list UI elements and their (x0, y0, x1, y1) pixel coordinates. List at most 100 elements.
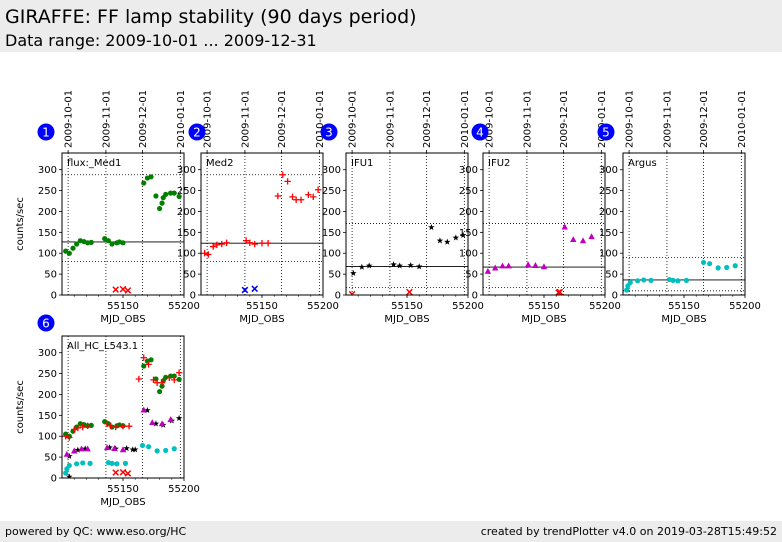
data-point (171, 373, 177, 379)
data-point (131, 446, 139, 453)
data-point (641, 277, 647, 283)
plot-frame (345, 152, 469, 296)
data-point (88, 422, 94, 428)
data-point (167, 190, 174, 196)
data-point (79, 423, 86, 431)
data-point (119, 285, 127, 293)
panel-number-badge: 4 (471, 123, 489, 141)
data-point (223, 239, 230, 246)
data-point (246, 239, 253, 246)
data-point (163, 374, 169, 380)
data-point (732, 263, 738, 269)
y-tick-label: 200 (177, 207, 196, 218)
data-point (119, 423, 127, 430)
data-point (171, 376, 178, 384)
data-point (540, 263, 548, 270)
y-tick-label: 150 (459, 228, 478, 239)
data-point (624, 287, 630, 293)
y-tick-label: 300 (177, 165, 196, 176)
y-tick-label: 150 (322, 228, 341, 239)
panel-number-badge: 3 (320, 123, 338, 141)
date-tick-label: 2009-10-01 (625, 90, 636, 148)
data-point (358, 263, 366, 270)
date-tick-label: 2009-11-01 (240, 90, 251, 148)
data-point (396, 262, 403, 269)
plot-frame (482, 152, 606, 296)
data-point (415, 263, 423, 270)
x-tick-label: 55150 (528, 301, 560, 312)
data-point (627, 279, 633, 286)
x-axis-label: MJD_OBS (384, 314, 429, 325)
y-tick-label: 100 (599, 249, 618, 260)
y-tick-label: 200 (38, 390, 57, 401)
x-tick-label: 55200 (168, 484, 200, 495)
data-point (176, 193, 182, 200)
data-point (114, 461, 120, 467)
data-point (74, 461, 80, 467)
y-tick-label: 150 (38, 228, 57, 239)
data-point (264, 240, 272, 247)
data-point (159, 383, 165, 389)
panel-number: 3 (325, 125, 333, 139)
data-point (158, 379, 166, 386)
date-tick-label: 2010-01-01 (315, 90, 326, 148)
y-tick-label: 0 (190, 291, 196, 302)
date-tick-label: 2009-11-01 (101, 90, 112, 148)
x-tick-label: 55150 (391, 301, 423, 312)
y-tick-label: 300 (599, 165, 618, 176)
date-tick-label: 2010-01-01 (460, 90, 471, 148)
data-point (492, 264, 499, 271)
data-points (63, 174, 182, 294)
x-tick-label: 55200 (307, 301, 339, 312)
data-point (314, 186, 322, 193)
data-point (218, 240, 225, 248)
date-tick-label: 2009-11-01 (522, 90, 533, 148)
x-tick-label: 55150 (107, 484, 139, 495)
data-point (109, 241, 115, 247)
data-point (154, 448, 160, 454)
date-tick-label: 2009-10-01 (203, 90, 214, 148)
date-tick-label: 2009-12-01 (138, 90, 149, 148)
panel-label: flux:_Med1 (67, 158, 121, 169)
data-point (258, 240, 266, 247)
y-tick-label: 200 (599, 207, 618, 218)
data-point (122, 460, 129, 466)
data-point (499, 262, 506, 269)
data-point (532, 262, 539, 268)
data-point (159, 200, 165, 206)
data-point (145, 361, 152, 368)
y-tick-label: 300 (459, 165, 478, 176)
header-bar: GIRAFFE: FF lamp stability (90 days peri… (0, 0, 782, 52)
y-axis-label: counts/sec (15, 380, 26, 434)
data-point (146, 444, 152, 450)
y-tick-label: 250 (38, 369, 57, 380)
data-point (107, 422, 114, 429)
data-point (648, 277, 654, 283)
data-point (119, 468, 127, 476)
data-point (365, 262, 373, 269)
plot-frame (200, 152, 324, 296)
data-point (124, 470, 132, 477)
data-point (81, 445, 89, 452)
data-point (66, 473, 73, 478)
x-axis-label: MJD_OBS (100, 497, 145, 508)
x-tick-label: 55200 (452, 301, 484, 312)
data-point (62, 433, 69, 440)
data-point (103, 420, 111, 427)
data-point (579, 237, 587, 244)
y-tick-label: 50 (328, 270, 341, 281)
panel-number-badge: 5 (597, 123, 615, 141)
data-point (505, 262, 512, 269)
footer-created-by: created by trendPlotter v4.0 on 2019-03-… (480, 525, 777, 538)
x-axis-label: MJD_OBS (661, 314, 706, 325)
data-point (176, 376, 182, 383)
footer-bar: powered by QC: www.eso.org/HC created by… (0, 521, 782, 542)
date-tick-label: 2009-10-01 (485, 90, 496, 148)
data-point (274, 192, 282, 200)
data-points (348, 223, 467, 295)
date-tick-label: 2009-11-01 (385, 90, 396, 148)
y-tick-label: 50 (44, 270, 57, 281)
y-tick-label: 100 (177, 249, 196, 260)
data-point (87, 460, 93, 466)
